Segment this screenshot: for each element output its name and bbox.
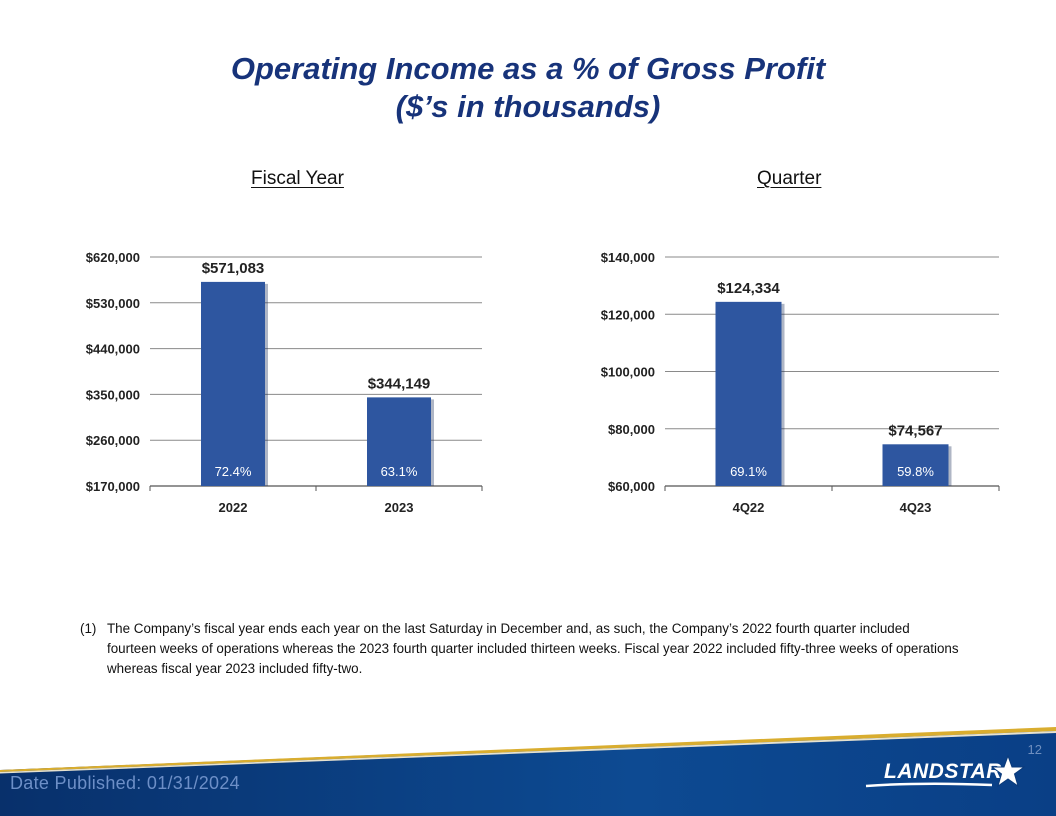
bar-value-label: $74,567 [888, 422, 942, 439]
logo-swoosh [865, 782, 993, 788]
bar [882, 444, 949, 486]
star-icon [990, 754, 1026, 788]
y-tick-label: $530,000 [86, 296, 140, 311]
fiscal-year-heading: Fiscal Year [251, 168, 344, 189]
footnote-text: The Company’s fiscal year ends each year… [107, 621, 959, 676]
logo-text: LANDSTAR [884, 760, 1002, 783]
x-tick-label: 4Q22 [733, 500, 765, 515]
bar-value-label: $571,083 [202, 260, 265, 277]
y-tick-label: $620,000 [86, 250, 140, 265]
y-tick-label: $100,000 [601, 365, 655, 380]
fiscal-year-bar-chart: $170,000 $260,000 $350,000 $440,000 $530,000… [86, 250, 483, 515]
bar [201, 281, 265, 486]
page-subtitle: ($’s in thousands) [395, 89, 661, 124]
y-tick-label: $350,000 [86, 387, 140, 402]
footnote: (1) The Company’s fiscal year ends each … [80, 619, 960, 679]
quarter-heading: Quarter [757, 168, 822, 189]
y-tick-label: $170,000 [86, 479, 140, 494]
x-tick-label: 4Q23 [900, 500, 932, 515]
y-tick-label: $440,000 [86, 342, 140, 357]
bar-percent-label: 69.1% [730, 464, 767, 479]
bar [715, 301, 782, 486]
bar [367, 397, 431, 486]
footnote-number: (1) [80, 621, 97, 636]
date-published: Date Published: 01/31/2024 [10, 773, 240, 793]
bar-value-label: $344,149 [368, 375, 431, 392]
bar-percent-label: 63.1% [381, 464, 418, 479]
bar-percent-label: 72.4% [215, 464, 252, 479]
bar-percent-label: 59.8% [897, 464, 934, 479]
y-tick-label: $120,000 [601, 307, 655, 322]
y-tick-label: $60,000 [608, 479, 655, 494]
y-tick-label: $260,000 [86, 433, 140, 448]
page-number: 12 [1027, 742, 1042, 757]
quarter-bar-chart: $60,000 $80,000 $100,000 $120,000 $140,000 $1… [601, 250, 1000, 515]
x-tick-label: 2023 [385, 500, 414, 515]
y-tick-label: $80,000 [608, 422, 655, 437]
page-title: Operating Income as a % of Gross Profit [230, 51, 826, 86]
bar-value-label: $124,334 [717, 280, 780, 297]
x-tick-label: 2022 [219, 500, 248, 515]
landstar-logo: LANDSTAR [862, 754, 1032, 796]
y-tick-label: $140,000 [601, 250, 655, 265]
